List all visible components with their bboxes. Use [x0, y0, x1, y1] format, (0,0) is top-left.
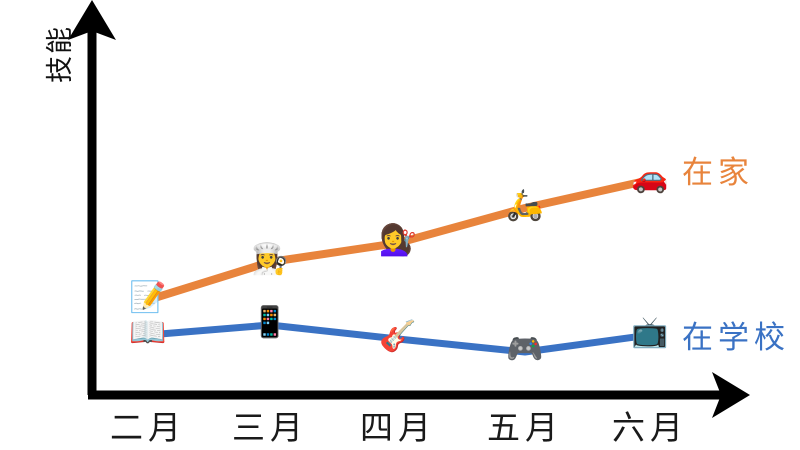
memo-pencil-icon: 📝: [129, 280, 167, 315]
game-controller-icon: 🎮: [506, 332, 544, 367]
series-line-at-school: [144, 321, 654, 356]
y-axis-title: 技能: [45, 25, 76, 83]
x-tick-label-5: 六月: [612, 408, 688, 447]
series-label-at-home: 在家: [682, 155, 754, 191]
red-car-icon: 🚗: [631, 160, 669, 195]
x-tick-label-1: 二月: [110, 408, 186, 447]
x-tick-label-2: 三月: [232, 408, 308, 447]
motor-scooter-icon: 🛵: [506, 188, 544, 223]
series-line-at-home: [144, 176, 654, 304]
series-label-at-school: 在学校: [682, 320, 790, 356]
haircut-person-icon: 💇‍♀️: [379, 223, 417, 258]
x-tick-label-3: 四月: [360, 408, 436, 447]
television-icon: 📺: [631, 315, 669, 350]
x-axis-arrow: [88, 372, 750, 418]
x-tick-label-4: 五月: [487, 408, 563, 447]
y-axis-arrow: [68, 0, 116, 395]
chef-icon: 👩‍🍳: [251, 242, 289, 277]
mobile-phone-icon: 📱: [251, 305, 289, 340]
guitar-icon: 🎸: [379, 319, 417, 354]
open-book-icon: 📖: [129, 315, 167, 350]
